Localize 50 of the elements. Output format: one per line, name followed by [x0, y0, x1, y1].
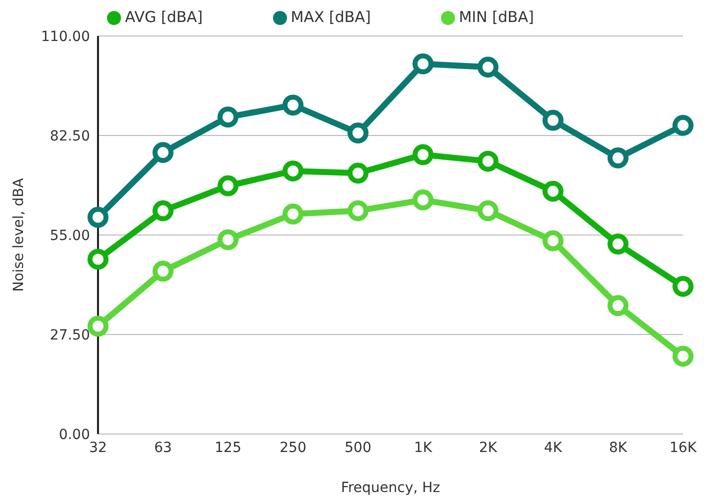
point [672, 276, 694, 297]
x-tick-label: 500 [344, 440, 372, 456]
point [348, 200, 368, 222]
point [218, 175, 238, 196]
point [542, 230, 564, 252]
y-tick-label: 82.50 [50, 128, 90, 144]
point [608, 147, 628, 168]
point [348, 162, 368, 184]
point [542, 180, 564, 202]
x-tick-label: 2K [478, 440, 498, 456]
x-tick-label: 250 [280, 440, 306, 456]
point [672, 114, 694, 136]
point [608, 295, 628, 316]
point [412, 189, 434, 210]
y-tick-label: 55.00 [50, 228, 90, 244]
point [478, 200, 498, 222]
x-tick-label: 4K [544, 440, 563, 456]
y-tick-label: 27.50 [50, 327, 90, 344]
point [478, 56, 498, 78]
x-tick-label: 8K [608, 440, 628, 456]
legend-label: MIN [dBA] [458, 8, 534, 26]
point [282, 160, 304, 182]
point [218, 229, 238, 250]
legend-label: AVG [dBA] [125, 8, 203, 26]
point [542, 110, 564, 131]
y-tick-label: 0.00 [58, 426, 90, 443]
point [152, 142, 174, 164]
point [478, 150, 498, 172]
point [608, 234, 628, 255]
point [218, 106, 238, 128]
y-axis-title: Noise level, dBA [10, 178, 27, 292]
point [88, 206, 108, 228]
x-tick-label: 125 [214, 440, 242, 456]
x-tick-label: 1K [414, 440, 433, 456]
x-tick-label: 32 [89, 440, 107, 456]
point [88, 248, 108, 270]
point [282, 204, 304, 225]
y-tick-label: 110.00 [41, 28, 90, 45]
point [152, 260, 174, 282]
x-tick-label: 63 [154, 440, 172, 456]
point [152, 200, 174, 222]
point [88, 316, 108, 337]
point [412, 53, 434, 74]
point [348, 122, 368, 144]
point [672, 346, 694, 367]
legend-label: MAX [dBA] [290, 8, 371, 26]
point [412, 144, 434, 166]
x-tick-label: 16K [670, 440, 698, 456]
point [282, 94, 304, 116]
x-axis-title: Frequency, Hz [340, 480, 440, 496]
